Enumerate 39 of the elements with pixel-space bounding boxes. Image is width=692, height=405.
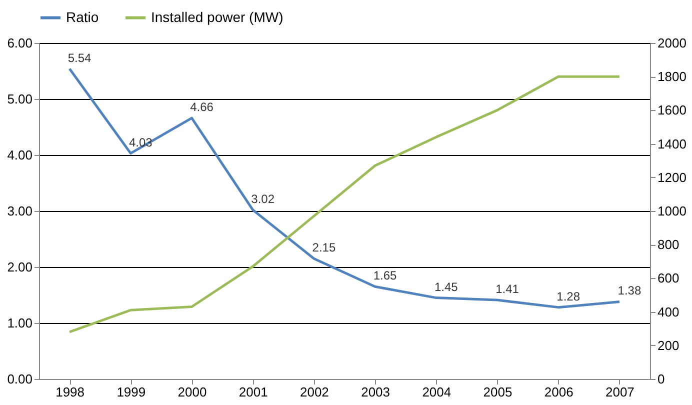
x-tick-label: 1998 xyxy=(56,384,85,400)
x-tick-label: 2000 xyxy=(178,384,207,400)
data-label: 1.28 xyxy=(556,289,580,304)
y2-tick-label: 400 xyxy=(658,304,680,320)
data-label: 3.02 xyxy=(251,192,275,206)
y-tick-label: 0.00 xyxy=(7,372,32,386)
y2-tick-label: 1200 xyxy=(658,170,686,185)
x-tick-label: 1999 xyxy=(116,384,146,400)
x-tick-label: 2007 xyxy=(605,384,634,400)
data-label: 2.15 xyxy=(312,240,336,255)
x-tick-label: 2001 xyxy=(238,384,268,400)
legend-label: Installed power (MW) xyxy=(151,8,284,25)
y2-tick-label: 200 xyxy=(658,338,680,353)
y-tick-label: 3.00 xyxy=(7,204,32,218)
data-label: 1.45 xyxy=(434,280,458,294)
y2-tick-label: 2000 xyxy=(658,36,686,50)
data-label: 5.54 xyxy=(68,50,92,65)
data-label: 4.66 xyxy=(190,100,214,114)
y2-tick-label: 1600 xyxy=(658,102,686,118)
x-tick-label: 2003 xyxy=(361,384,390,400)
y-tick-label: 6.00 xyxy=(7,36,32,50)
x-tick-label: 2004 xyxy=(422,384,452,400)
data-label: 1.65 xyxy=(373,268,398,283)
y2-tick-label: 0 xyxy=(658,372,665,386)
data-label: 1.41 xyxy=(496,282,520,296)
data-label: 1.38 xyxy=(618,284,642,298)
y2-tick-label: 600 xyxy=(658,270,680,286)
x-tick-label: 2006 xyxy=(544,384,574,400)
y2-tick-label: 1000 xyxy=(658,204,686,218)
legend-label: Ratio xyxy=(66,8,99,25)
x-tick-label: 2002 xyxy=(300,384,329,400)
y2-tick-label: 800 xyxy=(658,237,680,252)
y-tick-label: 4.00 xyxy=(7,148,32,162)
y-tick-label: 1.00 xyxy=(7,316,32,330)
x-tick-label: 2005 xyxy=(483,384,512,400)
y2-tick-label: 1400 xyxy=(658,136,686,152)
y2-tick-label: 1800 xyxy=(658,69,686,84)
y-tick-label: 5.00 xyxy=(7,92,32,106)
y-tick-label: 2.00 xyxy=(7,260,32,274)
